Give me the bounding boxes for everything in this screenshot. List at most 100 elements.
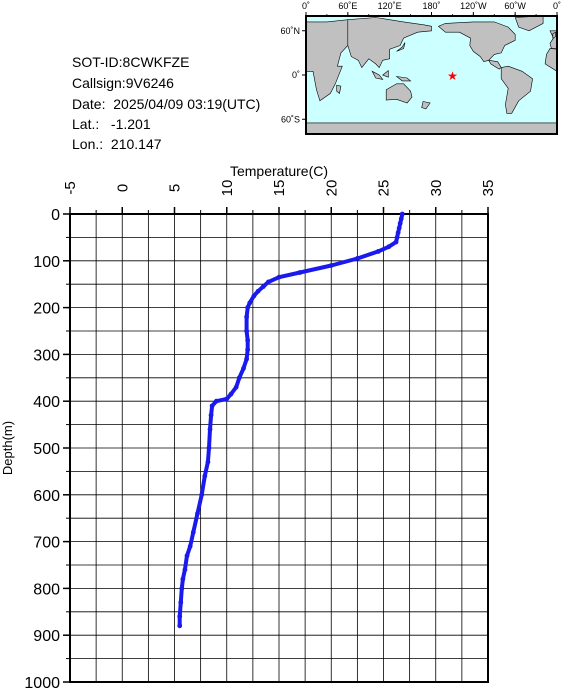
data-point bbox=[178, 600, 184, 605]
data-point bbox=[205, 459, 211, 465]
lat-tick-label: 60˚N bbox=[280, 26, 300, 36]
y-tick-label: 600 bbox=[33, 488, 60, 505]
land-mass bbox=[371, 70, 384, 80]
data-point bbox=[244, 314, 250, 320]
land-mass bbox=[437, 21, 516, 63]
data-point bbox=[255, 288, 261, 294]
y-tick-label: 300 bbox=[33, 347, 60, 364]
data-point bbox=[245, 305, 251, 310]
series-group bbox=[177, 211, 405, 629]
data-point bbox=[266, 279, 271, 285]
x-tick-label: -5 bbox=[62, 181, 79, 194]
data-point bbox=[276, 274, 282, 280]
data-point bbox=[398, 216, 404, 222]
lon-label: Lon.: 210.147 bbox=[72, 136, 162, 152]
land-mass bbox=[382, 69, 389, 78]
data-point bbox=[393, 239, 399, 245]
x-tick-label: 15 bbox=[271, 180, 288, 197]
x-ticks: -5 0 5 10 15 20 25 30 35 bbox=[62, 180, 497, 214]
data-point bbox=[375, 249, 381, 254]
data-point bbox=[395, 230, 401, 236]
data-point bbox=[245, 337, 251, 343]
data-point bbox=[244, 328, 250, 334]
land-mass bbox=[544, 48, 558, 72]
x-tick-label: 20 bbox=[323, 180, 340, 197]
land-mass bbox=[347, 17, 432, 69]
y-tick-label: 900 bbox=[33, 628, 60, 645]
x-tick-label: 25 bbox=[376, 180, 393, 197]
lon-tick-label: 0˚ bbox=[302, 1, 310, 11]
data-point bbox=[260, 284, 266, 289]
data-point bbox=[297, 270, 303, 275]
sot-id-label: SOT-ID:8CWKFZE bbox=[72, 54, 190, 70]
y-axis-label: Depth(m) bbox=[0, 421, 15, 475]
y-ticks: 0 100 200 300 400 500 600 700 800 900 1000 bbox=[24, 207, 70, 690]
data-point bbox=[207, 426, 213, 432]
lon-tick-label: 60˚E bbox=[338, 1, 357, 11]
antarctica bbox=[306, 122, 557, 134]
data-point bbox=[236, 375, 242, 381]
data-point bbox=[328, 263, 334, 268]
data-point bbox=[177, 614, 183, 619]
data-point bbox=[396, 225, 402, 231]
data-point bbox=[394, 235, 400, 240]
data-point bbox=[208, 412, 214, 418]
data-point bbox=[179, 586, 185, 591]
x-tick-label: 5 bbox=[167, 184, 184, 192]
land-mass bbox=[500, 65, 533, 114]
data-point bbox=[177, 623, 183, 629]
y-tick-label: 700 bbox=[33, 535, 60, 552]
data-point bbox=[228, 391, 234, 397]
world-map: 0˚ 60˚E 120˚E 180˚ 120˚W 60˚W 0˚ 60˚N 0˚ 60˚S ★ bbox=[0, 0, 564, 150]
data-point bbox=[245, 347, 251, 353]
data-point bbox=[182, 567, 188, 573]
land-mass bbox=[385, 83, 413, 104]
y-tick-label: 200 bbox=[33, 301, 60, 318]
data-point bbox=[251, 293, 257, 299]
position-marker-icon: ★ bbox=[447, 69, 458, 83]
data-point bbox=[247, 300, 253, 306]
date-label: Date: 2025/04/09 03:19(UTC) bbox=[72, 96, 261, 112]
data-point bbox=[206, 445, 212, 451]
x-axis-label: Temperature(C) bbox=[230, 163, 328, 179]
data-point bbox=[199, 492, 205, 498]
y-tick-label: 100 bbox=[33, 254, 60, 271]
data-point bbox=[354, 256, 360, 261]
land-mass bbox=[552, 31, 556, 39]
data-point bbox=[244, 356, 250, 362]
data-point bbox=[202, 473, 208, 479]
data-point bbox=[209, 403, 215, 409]
land-mass bbox=[488, 59, 502, 70]
data-point bbox=[184, 553, 190, 559]
lon-tick-label: 0˚ bbox=[553, 1, 561, 11]
lon-tick-label: 120˚W bbox=[460, 1, 487, 11]
temperature-profile-line bbox=[177, 212, 405, 628]
callsign-label: Callsign:9V6246 bbox=[72, 75, 174, 91]
land-mass bbox=[395, 76, 412, 82]
y-tick-label: 500 bbox=[33, 441, 60, 458]
data-point bbox=[213, 398, 219, 404]
land-mass bbox=[421, 101, 431, 110]
data-point bbox=[190, 529, 196, 535]
data-point bbox=[397, 220, 403, 226]
x-tick-label: 35 bbox=[480, 180, 497, 197]
land-mass bbox=[396, 42, 406, 52]
data-point bbox=[233, 384, 239, 390]
y-tick-label: 1000 bbox=[24, 675, 60, 690]
data-point bbox=[399, 211, 405, 217]
y-tick-label: 400 bbox=[33, 394, 60, 411]
data-point bbox=[241, 366, 246, 371]
x-tick-label: 10 bbox=[219, 180, 236, 197]
lon-tick-label: 180˚ bbox=[422, 1, 440, 11]
lat-tick-label: 60˚S bbox=[281, 114, 300, 124]
data-point bbox=[180, 576, 186, 582]
lon-tick-label: 120˚E bbox=[378, 1, 402, 11]
data-point bbox=[187, 543, 193, 549]
lon-tick-label: 60˚W bbox=[504, 1, 526, 11]
x-tick-label: 0 bbox=[114, 184, 131, 192]
world-map-svg: 0˚ 60˚E 120˚E 180˚ 120˚W 60˚W 0˚ 60˚N 0˚ 60˚S ★ bbox=[280, 1, 561, 135]
data-point bbox=[224, 396, 230, 402]
data-point bbox=[386, 244, 392, 250]
x-tick-label: 30 bbox=[428, 180, 445, 197]
